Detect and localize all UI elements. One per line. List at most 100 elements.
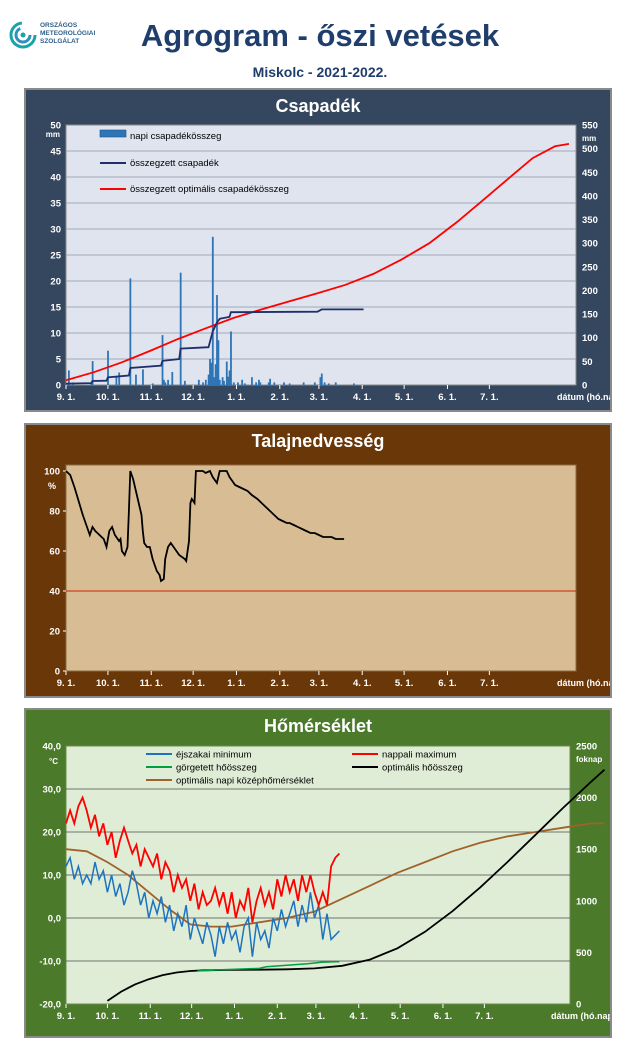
x-tick-label: 7. 1. bbox=[475, 1011, 494, 1022]
precip-bar bbox=[225, 361, 228, 385]
temperature-panel: Hőmérséklet -20,0 -10,0 0,0 10,0 20,0 30,0 40,… bbox=[24, 708, 612, 1038]
soil-moisture-panel: Talajnedvesség 0 20 40 60 80 100% 9. 1. 10. 1. 1… bbox=[24, 423, 612, 698]
soil-moisture-line bbox=[65, 469, 345, 583]
precip-bar bbox=[327, 383, 330, 385]
precip-bar bbox=[230, 331, 232, 385]
y-right-tick-label: 400 bbox=[582, 191, 598, 202]
page-subtitle: Miskolc - 2021-2022. bbox=[252, 64, 388, 80]
y-left-tick-label: 10,0 bbox=[43, 871, 62, 882]
tmin-line bbox=[65, 855, 340, 957]
y-right-tick-label: 300 bbox=[582, 239, 598, 250]
precip-bar bbox=[221, 377, 224, 385]
precip-bar bbox=[211, 236, 214, 385]
legend-label: összegzett optimális csapadékösszeg bbox=[130, 184, 289, 195]
x-tick-label: 12. 1. bbox=[180, 1011, 204, 1022]
legend-label: optimális hőösszeg bbox=[382, 763, 463, 774]
y-left-tick-label: -10,0 bbox=[39, 957, 61, 968]
legend-label: összegzett csapadék bbox=[130, 158, 219, 169]
y-tick-label: 80 bbox=[49, 507, 60, 518]
y-right-tick-label: 500 bbox=[582, 144, 598, 155]
y-left-tick-label: 0 bbox=[56, 381, 61, 392]
x-tick-label: 6. 1. bbox=[434, 1011, 453, 1022]
legend-swatch-bar bbox=[99, 129, 127, 138]
omsz-logo: ORSZÁGOS METEOROLÓGIAI SZOLGÁLAT bbox=[8, 18, 128, 58]
y-left-tick-label: 45 bbox=[50, 147, 61, 158]
legend-label: napi csapadékösszeg bbox=[130, 131, 221, 142]
x-tick-label: 4. 1. bbox=[349, 1011, 368, 1022]
x-tick-label: 9. 1. bbox=[57, 678, 76, 689]
logo-swirl-icon bbox=[9, 21, 37, 49]
x-tick-label: 9. 1. bbox=[57, 1011, 76, 1022]
precipitation-panel: Csapadék 0 5 10 15 20 25 30 35 40 45 50 0 50 100 150 20… bbox=[24, 88, 612, 412]
x-tick-label: 11. 1. bbox=[139, 1011, 162, 1022]
y-right-tick-label: 200 bbox=[582, 286, 598, 297]
y-right-tick-label: 0 bbox=[582, 381, 587, 392]
y-right-tick-label: 50 bbox=[582, 357, 593, 368]
opt-precip-line bbox=[65, 143, 570, 382]
y-right-tick-label: 500 bbox=[576, 948, 592, 959]
x-tick-label: 3. 1. bbox=[310, 678, 329, 689]
precip-bar bbox=[118, 372, 121, 385]
x-tick-label: 2. 1. bbox=[271, 392, 290, 403]
precip-bar bbox=[216, 295, 218, 385]
y-right-tick-label: 0 bbox=[576, 1000, 581, 1011]
x-tick-label: 6. 1. bbox=[438, 392, 457, 403]
precip-bar bbox=[267, 382, 270, 385]
precip-bar bbox=[202, 382, 204, 385]
y-left-tick-label: -20,0 bbox=[39, 1000, 61, 1011]
x-tick-label: 1. 1. bbox=[227, 678, 246, 689]
precip-bar bbox=[129, 278, 132, 385]
x-tick-label: 9. 1. bbox=[57, 392, 76, 403]
precip-bar bbox=[288, 383, 291, 385]
precip-bar bbox=[213, 377, 216, 385]
opt-mean-temp-line bbox=[65, 822, 605, 928]
x-tick-label: 2. 1. bbox=[268, 1011, 287, 1022]
precip-bar bbox=[197, 379, 200, 385]
precip-bar bbox=[223, 380, 225, 385]
x-tick-label: 3. 1. bbox=[310, 392, 329, 403]
x-tick-label: 5. 1. bbox=[391, 1011, 410, 1022]
y-left-tick-label: 0,0 bbox=[48, 914, 61, 925]
y-left-tick-label: 10 bbox=[50, 329, 61, 340]
logo-line-3: SZOLGÁLAT bbox=[40, 38, 80, 45]
x-tick-label: 4. 1. bbox=[353, 678, 372, 689]
x-axis-label: dátum (hó.nap) bbox=[557, 392, 610, 402]
precip-bar bbox=[67, 370, 70, 385]
x-tick-label: 5. 1. bbox=[395, 392, 414, 403]
precip-bar bbox=[302, 382, 305, 385]
y-tick-label: 100 bbox=[44, 467, 60, 478]
precip-bar bbox=[334, 382, 337, 385]
x-tick-label: 6. 1. bbox=[438, 678, 457, 689]
y-left-tick-label: 25 bbox=[50, 251, 61, 262]
precip-bar bbox=[255, 382, 258, 385]
precipitation-chart-title: Csapadék bbox=[275, 96, 361, 116]
precip-bar bbox=[241, 379, 244, 385]
precip-bar bbox=[210, 362, 213, 385]
precip-bar bbox=[163, 379, 165, 385]
x-axis-label: dátum (hó.nap) bbox=[551, 1011, 610, 1021]
precip-bar bbox=[179, 272, 182, 385]
cum-precip-line bbox=[65, 308, 364, 385]
precipitation-chart: 0510152025303540455005010015020025030035… bbox=[46, 121, 610, 404]
precip-bar bbox=[237, 382, 239, 385]
y-tick-label: 60 bbox=[49, 547, 60, 558]
x-tick-label: 2. 1. bbox=[271, 678, 290, 689]
x-tick-label: 3. 1. bbox=[307, 1011, 326, 1022]
y-left-tick-label: 40,0 bbox=[43, 742, 62, 753]
legend-label: görgetett hőösszeg bbox=[176, 763, 257, 774]
precip-bar bbox=[142, 369, 144, 385]
precip-bar bbox=[320, 373, 323, 385]
precip-bar bbox=[214, 364, 217, 385]
logo-line-1: ORSZÁGOS bbox=[40, 22, 78, 29]
y-right-tick-label: 1500 bbox=[576, 845, 597, 856]
precip-bar bbox=[227, 376, 230, 385]
page-title: Agrogram - őszi vetések bbox=[140, 18, 500, 53]
legend-label: nappali maximum bbox=[382, 750, 457, 761]
precip-bar bbox=[251, 377, 253, 385]
precip-bar bbox=[151, 383, 154, 385]
precip-bar bbox=[164, 382, 167, 385]
precip-bar bbox=[283, 382, 285, 385]
precip-bar bbox=[171, 372, 174, 385]
y-right-tick-label: 1000 bbox=[576, 896, 597, 907]
y-left-tick-label: 5 bbox=[56, 355, 62, 366]
